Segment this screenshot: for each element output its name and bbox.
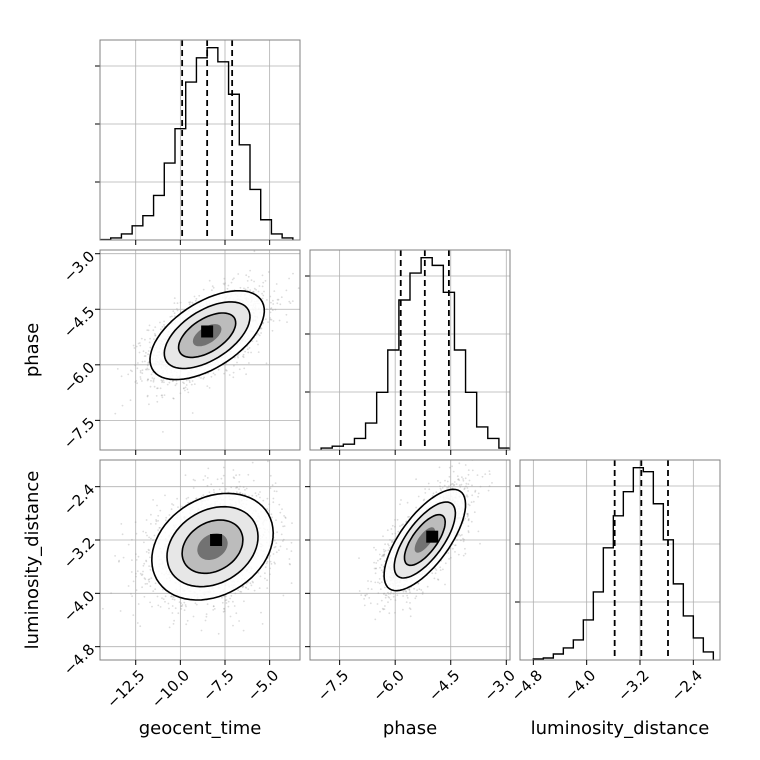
x-tick-label: −10.0	[148, 666, 193, 711]
y-tick-label: −7.5	[60, 414, 98, 452]
histogram-geocent_time	[100, 46, 294, 240]
x-tick-label: −7.5	[314, 666, 352, 704]
axes-frame	[99, 459, 301, 661]
axes-frame	[519, 459, 721, 661]
histogram-phase	[320, 256, 510, 450]
x-tick-label: −6.0	[369, 666, 407, 704]
x-tick-label: −4.5	[425, 666, 463, 704]
x-tick-label: −12.5	[103, 666, 148, 711]
density-peak	[201, 325, 214, 338]
panel-luminosity_distance-hist: −4.8 −4.0 −3.2 −2.4	[508, 459, 721, 705]
axes-frame	[309, 459, 511, 661]
axes-frame	[309, 249, 511, 451]
panel-geocent_time-vs-phase: −7.5 −6.0 −4.5 −3.0	[60, 247, 301, 455]
y-tick-label: −2.4	[60, 480, 98, 518]
y-tick-label: −3.2	[60, 534, 98, 572]
y-tick-label: −4.5	[60, 303, 98, 341]
y-tick-label: −4.8	[60, 640, 98, 678]
density-peak	[210, 534, 223, 546]
y-axis-title-phase: phase	[22, 323, 43, 377]
density-peak	[426, 530, 439, 543]
panel-geocent_time-hist	[95, 39, 301, 245]
x-tick-label: −4.8	[508, 666, 546, 704]
x-axis-title-phase: phase	[383, 718, 437, 739]
x-axis-title-geocent_time: geocent_time	[139, 718, 262, 739]
x-tick-label: −4.0	[561, 666, 599, 704]
panel-phase-vs-luminosity_distance: −7.5 −6.0 −4.5 −3.0	[305, 459, 519, 705]
x-axis-title-luminosity_distance: luminosity_distance	[531, 718, 710, 739]
x-tick-label: −7.5	[199, 666, 237, 704]
y-tick-label: −4.0	[60, 587, 98, 625]
x-tick-label: −3.2	[614, 666, 652, 704]
axes-frame	[99, 39, 301, 241]
histogram-luminosity_distance	[532, 466, 715, 660]
x-tick-label: −5.0	[244, 666, 282, 704]
panel-phase-hist	[305, 249, 511, 455]
panel-geocent_time-vs-luminosity_distance: −12.5 −10.0 −7.5 −5.0 −4.8 −4.0 −3.2 −2.4	[60, 459, 301, 712]
axes-frame	[99, 249, 301, 451]
y-tick-label: −6.0	[60, 358, 98, 396]
x-tick-label: −2.4	[668, 666, 706, 704]
y-tick-label: −3.0	[60, 247, 98, 285]
y-axis-title-luminosity_distance: luminosity_distance	[22, 471, 43, 650]
